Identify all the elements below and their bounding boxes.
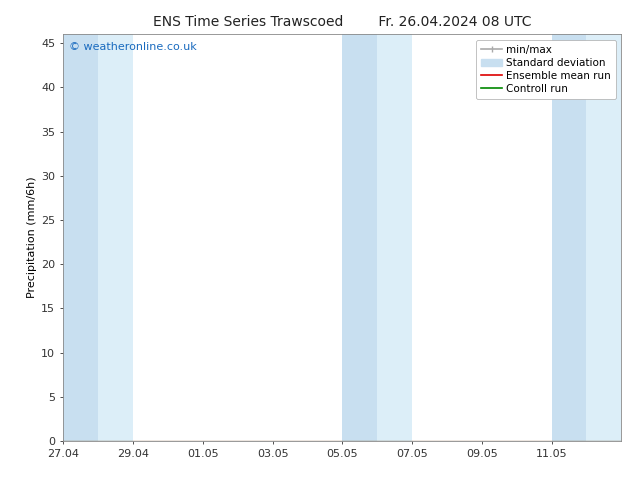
Bar: [63, 34, 98, 441]
Legend: min/max, Standard deviation, Ensemble mean run, Controll run: min/max, Standard deviation, Ensemble me…: [476, 40, 616, 99]
Bar: [377, 34, 412, 441]
Bar: [342, 34, 377, 441]
Bar: [586, 34, 621, 441]
Bar: [552, 34, 586, 441]
Bar: [98, 34, 133, 441]
Text: © weatheronline.co.uk: © weatheronline.co.uk: [69, 43, 197, 52]
Title: ENS Time Series Trawscoed        Fr. 26.04.2024 08 UTC: ENS Time Series Trawscoed Fr. 26.04.2024…: [153, 15, 532, 29]
Y-axis label: Precipitation (mm/6h): Precipitation (mm/6h): [27, 177, 37, 298]
